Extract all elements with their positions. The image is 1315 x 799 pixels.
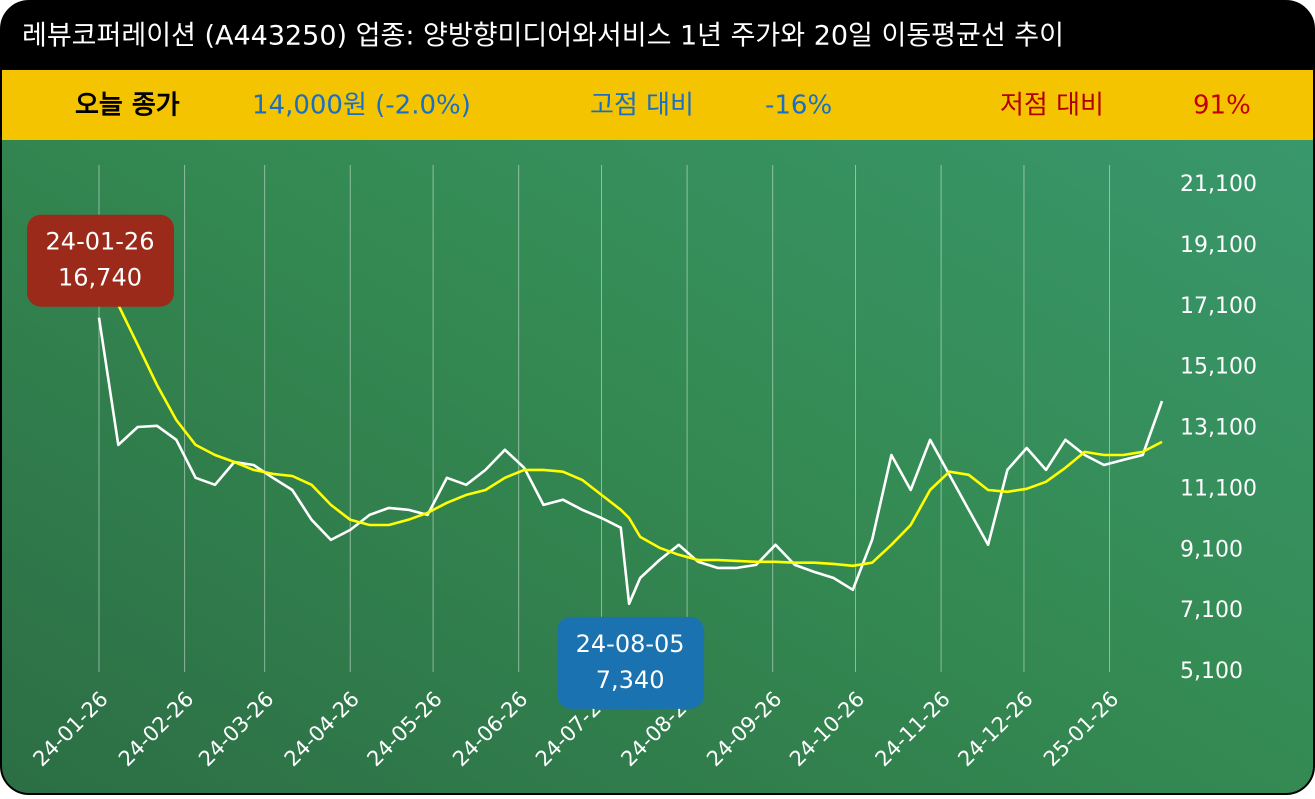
y-tick-label: 21,100 xyxy=(1180,172,1257,197)
y-tick-label: 19,100 xyxy=(1180,233,1257,258)
y-tick-label: 17,100 xyxy=(1180,294,1257,319)
series-line xyxy=(98,284,1163,568)
y-tick-label: 15,100 xyxy=(1180,355,1257,380)
y-tick-label: 13,100 xyxy=(1180,416,1257,441)
summary-bar xyxy=(1,70,1314,140)
y-tick-label: 5,100 xyxy=(1180,659,1243,684)
annotation-date: 24-08-05 xyxy=(576,630,685,658)
chart-title: 레뷰코퍼레이션 (A443250) 업종: 양방향미디어와서비스 1년 주가와 … xyxy=(22,21,1064,52)
series-line xyxy=(97,317,1164,606)
close-label: 오늘 종가 xyxy=(75,91,180,121)
close-value: 14,000원 (-2.0%) xyxy=(252,91,471,121)
annotation-date: 24-01-26 xyxy=(46,228,155,256)
annotation-box xyxy=(557,616,705,709)
high-value: -16% xyxy=(765,91,832,121)
annotation-box xyxy=(27,214,174,307)
y-tick-label: 9,100 xyxy=(1180,537,1243,562)
title-bar xyxy=(1,1,1314,70)
y-tick-label: 11,100 xyxy=(1180,476,1257,501)
low-value: 91% xyxy=(1193,91,1251,121)
high-label: 고점 대비 xyxy=(590,91,694,121)
y-tick-label: 7,100 xyxy=(1180,598,1243,623)
low-label: 저점 대비 xyxy=(1000,91,1104,121)
annotation-value: 16,740 xyxy=(58,264,142,292)
annotation-value: 7,340 xyxy=(596,666,665,694)
